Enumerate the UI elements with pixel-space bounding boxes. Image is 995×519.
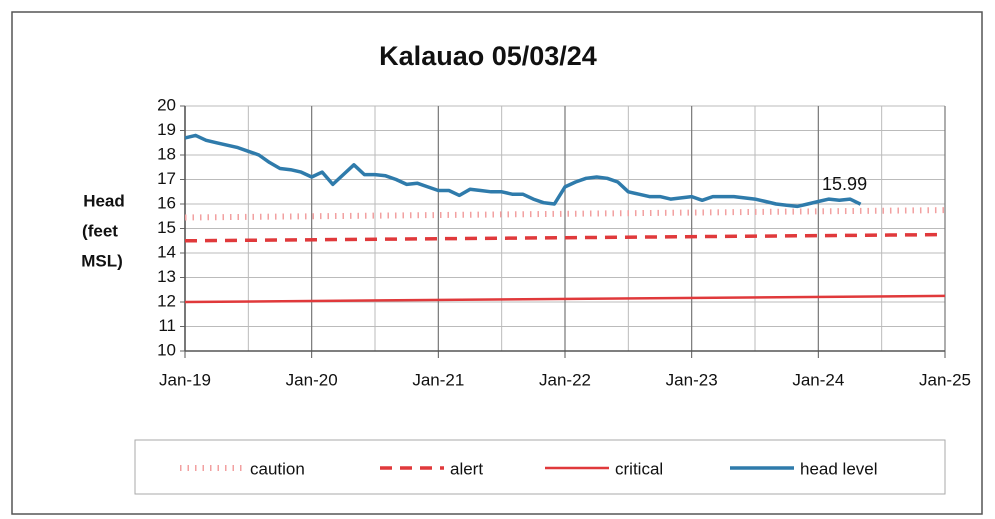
chart-title: Kalauao 05/03/24 bbox=[379, 41, 597, 71]
series-line bbox=[184, 133, 862, 209]
y-tick-label: 18 bbox=[157, 144, 176, 163]
y-tick-label: 19 bbox=[157, 120, 176, 139]
data-label: 15.99 bbox=[822, 174, 867, 194]
chart-frame bbox=[11, 11, 983, 515]
y-axis-label: MSL) bbox=[81, 251, 123, 270]
x-tick-label: Jan-21 bbox=[412, 370, 464, 389]
y-axis-label: Head bbox=[83, 191, 125, 210]
y-tick-label: 13 bbox=[157, 267, 176, 286]
y-axis-label: (feet bbox=[82, 221, 118, 240]
x-tick-label: Jan-19 bbox=[159, 370, 211, 389]
y-tick-label: 14 bbox=[157, 242, 176, 261]
series-line bbox=[184, 232, 946, 243]
legend-label: critical bbox=[615, 459, 663, 478]
legend-label: alert bbox=[450, 459, 483, 478]
x-tick-label: Jan-24 bbox=[792, 370, 844, 389]
x-tick-label: Jan-20 bbox=[286, 370, 338, 389]
y-tick-label: 15 bbox=[157, 218, 176, 237]
y-tick-label: 10 bbox=[157, 340, 176, 359]
legend-label: head level bbox=[800, 459, 878, 478]
legend-box bbox=[134, 439, 946, 495]
y-tick-label: 20 bbox=[157, 95, 176, 114]
x-tick-label: Jan-22 bbox=[539, 370, 591, 389]
series-line bbox=[184, 294, 946, 304]
y-tick-label: 17 bbox=[157, 169, 176, 188]
x-tick-label: Jan-25 bbox=[919, 370, 971, 389]
legend-label: caution bbox=[250, 459, 305, 478]
x-tick-label: Jan-23 bbox=[666, 370, 718, 389]
y-tick-label: 12 bbox=[157, 291, 176, 310]
y-tick-label: 16 bbox=[157, 193, 176, 212]
y-tick-label: 11 bbox=[158, 316, 176, 335]
